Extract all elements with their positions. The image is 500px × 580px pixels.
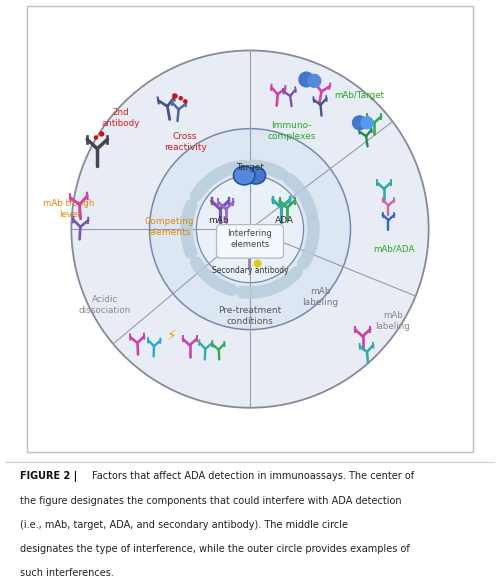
Circle shape <box>307 74 322 88</box>
Text: designates the type of interference, while the outer circle provides examples of: designates the type of interference, whi… <box>20 544 409 554</box>
Text: ⚡: ⚡ <box>167 329 176 343</box>
Ellipse shape <box>246 167 266 184</box>
Text: 2nd
antibody: 2nd antibody <box>102 108 140 128</box>
Circle shape <box>298 71 314 88</box>
Text: FIGURE 2 |: FIGURE 2 | <box>20 472 80 483</box>
Text: mAb: mAb <box>208 216 229 224</box>
Circle shape <box>94 135 98 140</box>
Text: Factors that affect ADA detection in immunoassays. The center of: Factors that affect ADA detection in imm… <box>92 472 414 481</box>
Text: the figure designates the components that could interfere with ADA detection: the figure designates the components tha… <box>20 496 402 506</box>
Circle shape <box>172 93 178 99</box>
Text: mAb
labeling: mAb labeling <box>376 311 410 331</box>
Text: Immuno-
complexes: Immuno- complexes <box>268 121 316 141</box>
Text: Pre-treatment
conditions: Pre-treatment conditions <box>218 306 282 326</box>
Circle shape <box>178 96 183 100</box>
FancyBboxPatch shape <box>216 224 284 258</box>
Circle shape <box>196 176 304 282</box>
Text: ADA: ADA <box>274 216 293 224</box>
Ellipse shape <box>234 166 255 185</box>
Text: mAb
labeling: mAb labeling <box>302 287 338 307</box>
Circle shape <box>72 50 428 408</box>
Circle shape <box>352 115 367 130</box>
Text: Competing
elements: Competing elements <box>145 217 194 237</box>
Text: (i.e., mAb, target, ADA, and secondary antibody). The middle circle: (i.e., mAb, target, ADA, and secondary a… <box>20 520 347 530</box>
Circle shape <box>150 129 350 329</box>
Text: Interfering
elements: Interfering elements <box>228 229 272 249</box>
Text: Acidic
dissociation: Acidic dissociation <box>78 295 131 315</box>
Text: Secondary antibody: Secondary antibody <box>212 266 288 275</box>
Circle shape <box>360 116 374 129</box>
Text: Target: Target <box>236 163 264 172</box>
Text: mAb/ADA: mAb/ADA <box>374 245 415 253</box>
Text: mAb trough
level: mAb trough level <box>44 199 95 219</box>
Text: such interferences.: such interferences. <box>20 568 114 578</box>
Circle shape <box>183 99 188 104</box>
Circle shape <box>254 259 262 267</box>
Text: mAb/Target: mAb/Target <box>334 90 384 100</box>
Circle shape <box>99 131 104 137</box>
Text: Cross
reactivity: Cross reactivity <box>164 132 206 152</box>
